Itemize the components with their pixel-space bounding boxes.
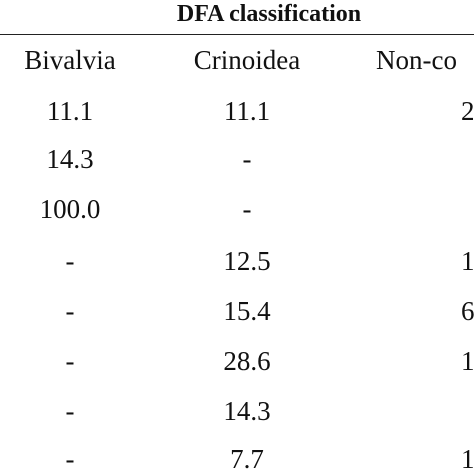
table-cell: 11.1 [223, 96, 271, 126]
table-cell: 100.0 [39, 194, 101, 224]
table-cell: - [65, 396, 75, 426]
table-cell: 1 [461, 444, 474, 474]
table-cell: - [65, 444, 75, 474]
table-cell: - [242, 194, 252, 224]
table-cell: - [65, 346, 75, 376]
table-cell: 11.1 [46, 96, 94, 126]
table-cell: 14.3 [46, 144, 94, 174]
table-cell: - [65, 296, 75, 326]
table-cell: 12.5 [223, 246, 271, 276]
table-cell: - [242, 144, 252, 174]
table-cell: 1 [461, 246, 474, 276]
column-header-crinoidea: Crinoidea [193, 45, 301, 75]
table-title: DFA classification [176, 1, 362, 27]
table-cell: 28.6 [223, 346, 271, 376]
table-cell: 1 [461, 346, 474, 376]
column-header-non-co: Non-co [376, 45, 457, 75]
column-header-bivalvia: Bivalvia [24, 45, 116, 75]
table-cell: 2 [461, 96, 474, 126]
table-cell: 15.4 [223, 296, 271, 326]
header-rule [0, 34, 474, 35]
table-cell: 14.3 [223, 396, 271, 426]
table-cell: 6 [461, 296, 474, 326]
table-cell: 7.7 [230, 444, 264, 474]
table-cell: - [65, 246, 75, 276]
